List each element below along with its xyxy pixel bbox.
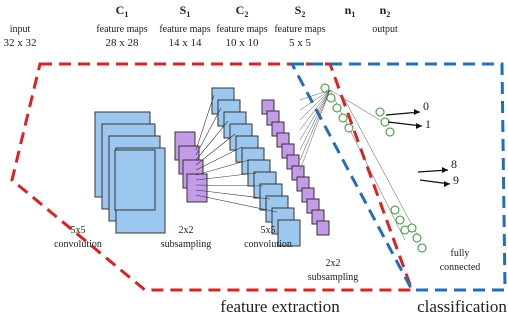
arrow-head bbox=[416, 123, 422, 129]
operation-label: 2x2 bbox=[179, 225, 194, 236]
layer-index: 1 bbox=[186, 10, 190, 19]
n1-neuron bbox=[391, 206, 399, 214]
layer-name: n2 bbox=[380, 3, 391, 19]
n1-neuron bbox=[339, 114, 347, 122]
operation-label: fully bbox=[451, 248, 470, 259]
n2-neuron bbox=[408, 224, 416, 232]
layer-letter: C bbox=[116, 3, 125, 17]
operation-label: connected bbox=[440, 262, 481, 273]
layer-size: 32 x 32 bbox=[4, 37, 37, 49]
output-label: 9 bbox=[453, 173, 459, 187]
n1-neuron bbox=[396, 216, 404, 224]
n2-neuron bbox=[413, 234, 421, 242]
layer-size: 14 x 14 bbox=[169, 37, 203, 49]
layer-name: input bbox=[10, 24, 31, 35]
operation-label: convolution bbox=[54, 239, 102, 250]
connection bbox=[300, 90, 330, 130]
n2-neuron bbox=[376, 108, 384, 116]
s1-map bbox=[187, 174, 207, 202]
output-label: 0 bbox=[423, 99, 429, 113]
n1-neuron bbox=[327, 94, 335, 102]
output-label: 8 bbox=[451, 157, 457, 171]
operation-label: convolution bbox=[244, 239, 292, 250]
layer-name: C2 bbox=[236, 3, 249, 19]
layer-letter: C bbox=[236, 3, 245, 17]
layer-label: feature maps bbox=[159, 24, 210, 35]
layer-size: 10 x 10 bbox=[226, 37, 260, 49]
layer-name: n1 bbox=[345, 3, 356, 19]
connection bbox=[300, 90, 330, 120]
arrow-head bbox=[442, 167, 448, 173]
operation-label: subsampling bbox=[161, 239, 212, 250]
connection bbox=[196, 121, 228, 160]
layer-size: 5 x 5 bbox=[289, 37, 312, 49]
connection bbox=[300, 90, 330, 150]
layer-index: 1 bbox=[124, 10, 128, 19]
operation-label: 2x2 bbox=[326, 258, 341, 269]
n2-neuron bbox=[418, 244, 426, 252]
c1-map-front bbox=[115, 150, 155, 210]
n2-neuron bbox=[381, 118, 389, 126]
connection bbox=[300, 90, 330, 140]
cnn-diagram: 0189input32 x 32C1feature maps28 x 28S1f… bbox=[0, 0, 508, 322]
output-label: 1 bbox=[425, 117, 431, 131]
layer-label: feature maps bbox=[274, 24, 325, 35]
layer-label: feature maps bbox=[96, 24, 147, 35]
operation-label: 5x5 bbox=[261, 225, 276, 236]
layer-size: 28 x 28 bbox=[106, 37, 140, 49]
layer-index: 1 bbox=[351, 10, 355, 19]
n1-neuron bbox=[345, 124, 353, 132]
layer-index: 2 bbox=[244, 10, 248, 19]
s2-map bbox=[317, 221, 329, 235]
n2-neuron bbox=[386, 128, 394, 136]
n1-neuron bbox=[333, 104, 341, 112]
arrow-head bbox=[444, 181, 450, 187]
layer-name: S1 bbox=[180, 3, 191, 19]
n1-neuron bbox=[321, 84, 329, 92]
connection bbox=[196, 147, 242, 170]
connection bbox=[300, 90, 330, 160]
operation-label: subsampling bbox=[308, 272, 359, 283]
layer-label: output bbox=[372, 24, 398, 35]
operation-label: 5x5 bbox=[71, 225, 86, 236]
layer-name: C1 bbox=[116, 3, 129, 19]
section-title: feature extraction bbox=[220, 297, 340, 316]
layer-index: 2 bbox=[301, 10, 305, 19]
layer-index: 2 bbox=[386, 10, 390, 19]
section-title: classification bbox=[417, 297, 507, 316]
arrow-head bbox=[414, 109, 420, 115]
connection bbox=[196, 160, 249, 175]
layer-label: feature maps bbox=[216, 24, 267, 35]
layer-name: S2 bbox=[295, 3, 306, 19]
